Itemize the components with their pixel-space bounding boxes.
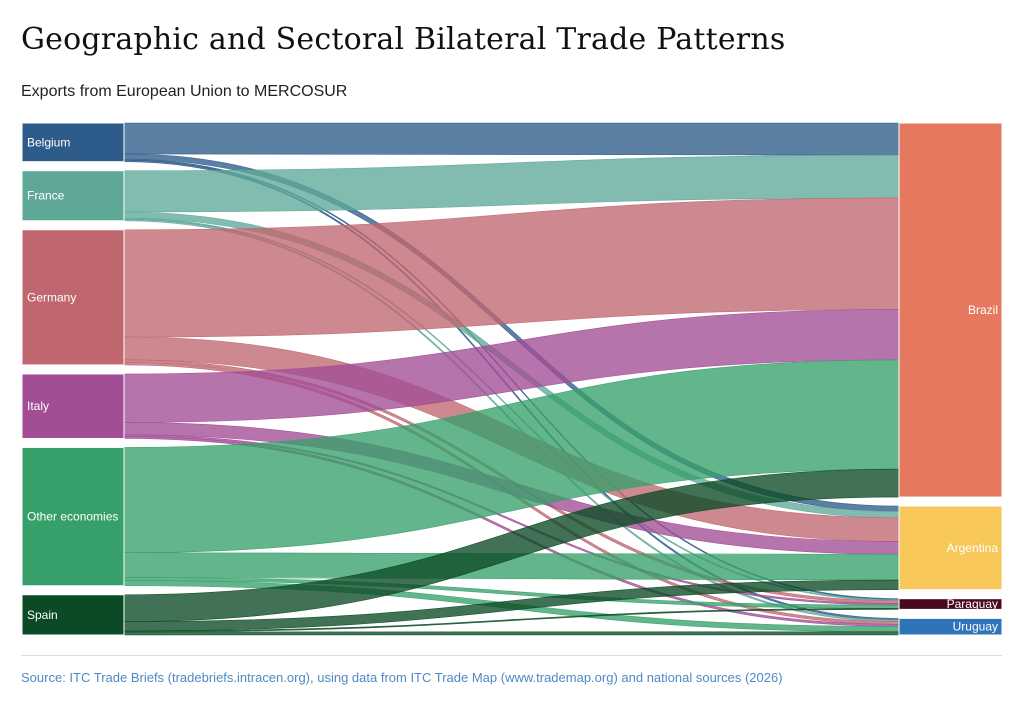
node-label-italy: Italy: [27, 399, 49, 413]
node-label-germany: Germany: [27, 290, 76, 304]
node-label-uruguay: Uruguay: [953, 620, 998, 634]
node-other-economies[interactable]: [21, 446, 125, 587]
node-brazil[interactable]: [898, 122, 1003, 498]
sankey-nodes: Belgium France Germany Italy Other economies…: [21, 122, 1003, 636]
node-italy[interactable]: [21, 373, 125, 439]
node-germany[interactable]: [21, 229, 125, 366]
flow-spain-to-uruguay[interactable]: [123, 631, 900, 636]
footer-divider: [21, 655, 1002, 656]
node-uruguay[interactable]: [898, 617, 1003, 636]
node-label-argentina: Argentina: [947, 541, 999, 555]
node-label-france: France: [27, 189, 65, 203]
node-label-other-economies: Other economies: [27, 510, 118, 524]
node-spain[interactable]: [21, 594, 125, 636]
chart-subtitle: Exports from European Union to MERCOSUR: [21, 83, 348, 100]
node-paraguay[interactable]: [898, 598, 1003, 610]
node-label-paraguay: Paraguay: [947, 597, 998, 611]
flow-belgium-to-brazil[interactable]: [123, 122, 900, 156]
sankey-links: [123, 122, 900, 636]
node-argentina[interactable]: [898, 505, 1003, 591]
node-belgium[interactable]: [21, 122, 125, 163]
node-france[interactable]: [21, 170, 125, 222]
node-label-belgium: Belgium: [27, 135, 70, 149]
chart-title: Geographic and Sectoral Bilateral Trade …: [21, 22, 786, 57]
node-label-brazil: Brazil: [968, 303, 998, 317]
node-label-spain: Spain: [27, 608, 58, 622]
source-note: Source: ITC Trade Briefs (tradebriefs.in…: [21, 670, 783, 685]
